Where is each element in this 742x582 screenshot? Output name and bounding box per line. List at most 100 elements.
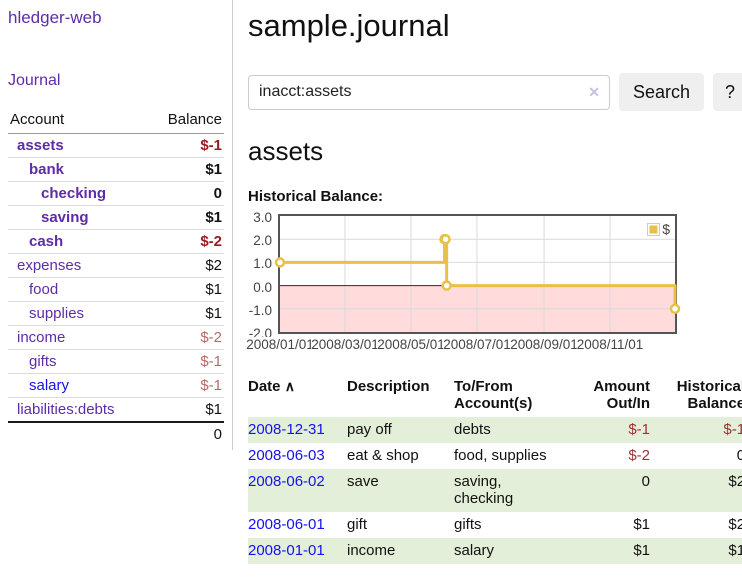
chart-y-axis: 3.0 2.0 1.0 0.0 -1.0 -2.0 — [248, 210, 278, 341]
accounts-total: 0 — [148, 421, 224, 446]
transaction-date-link[interactable]: 2008-06-02 — [248, 473, 325, 490]
transaction-accounts: debts — [454, 421, 491, 438]
account-link-bank[interactable]: bank — [29, 161, 65, 178]
register-row: 2008-06-02 save saving, checking 0 $2 — [248, 469, 742, 512]
account-row-supplies: supplies $1 — [8, 301, 224, 326]
transaction-date-link[interactable]: 2008-06-01 — [248, 516, 325, 533]
chart-x-axis: 2008/01/01 2008/03/01 2008/05/01 2008/07… — [246, 334, 677, 354]
account-row-bank: bank $1 — [8, 157, 224, 182]
transaction-balance: $2 — [728, 473, 742, 490]
y-tick: 2.0 — [253, 233, 272, 248]
search-input[interactable] — [248, 74, 610, 110]
account-link-liabilities-debts[interactable]: liabilities:debts — [17, 401, 115, 418]
transaction-description: pay off — [347, 421, 392, 438]
account-balance: $1 — [148, 277, 224, 302]
account-balance: $-1 — [148, 349, 224, 374]
transaction-balance: $-1 — [723, 421, 742, 438]
help-button[interactable]: ? — [713, 73, 742, 111]
account-link-supplies[interactable]: supplies — [29, 305, 85, 322]
account-balance: $-2 — [148, 229, 224, 254]
account-balance: 0 — [148, 181, 224, 206]
account-balance: $1 — [148, 301, 224, 326]
account-row-cash: cash $-2 — [8, 229, 224, 254]
account-heading: assets — [248, 136, 324, 166]
register-table: Date ∧ Description To/From Account(s) Am… — [248, 375, 742, 564]
accounts-header-balance: Balance — [148, 107, 224, 134]
account-link-cash[interactable]: cash — [29, 233, 64, 250]
x-tick: 2008/05/01 — [377, 337, 445, 352]
register-row: 2008-12-31 pay off debts $-1 $-1 — [248, 417, 742, 443]
transaction-accounts: salary — [454, 542, 495, 559]
x-tick: 2008/01/01 — [246, 337, 314, 352]
y-tick: 3.0 — [253, 210, 272, 225]
page-title: sample.journal — [248, 8, 450, 43]
transaction-balance: $1 — [728, 542, 742, 559]
account-link-assets[interactable]: assets — [17, 137, 64, 154]
transaction-amount: 0 — [641, 473, 650, 490]
account-row-food: food $1 — [8, 277, 224, 302]
sidebar-item-journal[interactable]: Journal — [8, 72, 61, 89]
y-tick: 0.0 — [253, 280, 272, 295]
transaction-balance: 0 — [736, 447, 742, 464]
transaction-balance: $2 — [728, 516, 742, 533]
transaction-date-link[interactable]: 2008-01-01 — [248, 542, 325, 559]
search-button[interactable]: Search — [619, 73, 705, 111]
account-link-gifts[interactable]: gifts — [29, 353, 57, 370]
transaction-date-link[interactable]: 2008-06-03 — [248, 447, 325, 464]
transaction-description: eat & shop — [347, 447, 419, 464]
accounts-total-row: 0 — [8, 421, 224, 446]
transaction-amount: $1 — [633, 516, 650, 533]
x-tick: 2008/03/01 — [311, 337, 379, 352]
register-header-balance: Historical Balance — [676, 378, 742, 412]
legend-label: $ — [662, 221, 670, 237]
search-form: ✕ Search ? — [248, 73, 742, 111]
account-balance: $2 — [148, 253, 224, 278]
x-tick: 2008/07/01 — [443, 337, 511, 352]
account-link-checking[interactable]: checking — [41, 185, 107, 202]
register-row: 2008-06-01 gift gifts $1 $2 — [248, 512, 742, 538]
transaction-description: income — [347, 542, 396, 559]
transaction-accounts: food, supplies — [454, 447, 547, 464]
account-balance: $1 — [148, 205, 224, 230]
transaction-amount: $-2 — [628, 447, 650, 464]
account-link-income[interactable]: income — [17, 329, 66, 346]
account-row-saving: saving $1 — [8, 205, 224, 230]
account-balance: $-1 — [200, 137, 222, 154]
register-row: 2008-01-01 income salary $1 $1 — [248, 538, 742, 564]
transaction-description: save — [347, 473, 379, 490]
app-title-link[interactable]: hledger-web — [8, 8, 102, 27]
transaction-date-link[interactable]: 2008-12-31 — [248, 421, 325, 438]
chart-canvas — [274, 216, 681, 332]
account-row-checking: checking 0 — [8, 181, 224, 206]
account-row-liabilities-debts: liabilities:debts $1 — [8, 397, 224, 422]
main-content: sample.journal ✕ Search ? assets Histori… — [233, 0, 742, 564]
account-row-expenses: expenses $2 — [8, 253, 224, 278]
sort-ascending-icon: ∧ — [284, 378, 295, 394]
account-link-saving[interactable]: saving — [41, 209, 89, 226]
account-row-gifts: gifts $-1 — [8, 349, 224, 374]
register-header-amount: Amount Out/In — [593, 378, 650, 412]
transaction-description: gift — [347, 516, 368, 533]
account-row-salary: salary $-1 — [8, 373, 224, 398]
register-header-account: To/From Account(s) — [454, 378, 533, 412]
sidebar: hledger-web Journal Account Balance asse… — [0, 0, 233, 450]
x-tick: 2008/09/01 — [510, 337, 578, 352]
register-header-date[interactable]: Date ∧ — [248, 378, 295, 395]
accounts-table: Account Balance assets $-1 bank $1 check… — [8, 107, 224, 446]
transaction-accounts: gifts — [454, 516, 482, 533]
account-balance: $1 — [148, 157, 224, 182]
clear-search-icon[interactable]: ✕ — [588, 83, 600, 100]
transaction-amount: $-1 — [628, 421, 650, 438]
y-tick: -1.0 — [248, 303, 272, 318]
account-row-income: income $-2 — [8, 325, 224, 350]
account-row-assets: assets $-1 — [8, 134, 224, 158]
chart-legend: $ — [645, 220, 672, 238]
account-balance: $-2 — [148, 325, 224, 350]
register-header-description: Description — [347, 378, 430, 395]
account-link-expenses[interactable]: expenses — [17, 257, 82, 274]
account-link-salary[interactable]: salary — [29, 377, 70, 394]
register-row: 2008-06-03 eat & shop food, supplies $-2… — [248, 443, 742, 469]
account-balance: $-1 — [148, 373, 224, 398]
page: hledger-web Journal Account Balance asse… — [0, 0, 742, 564]
account-link-food[interactable]: food — [29, 281, 59, 298]
